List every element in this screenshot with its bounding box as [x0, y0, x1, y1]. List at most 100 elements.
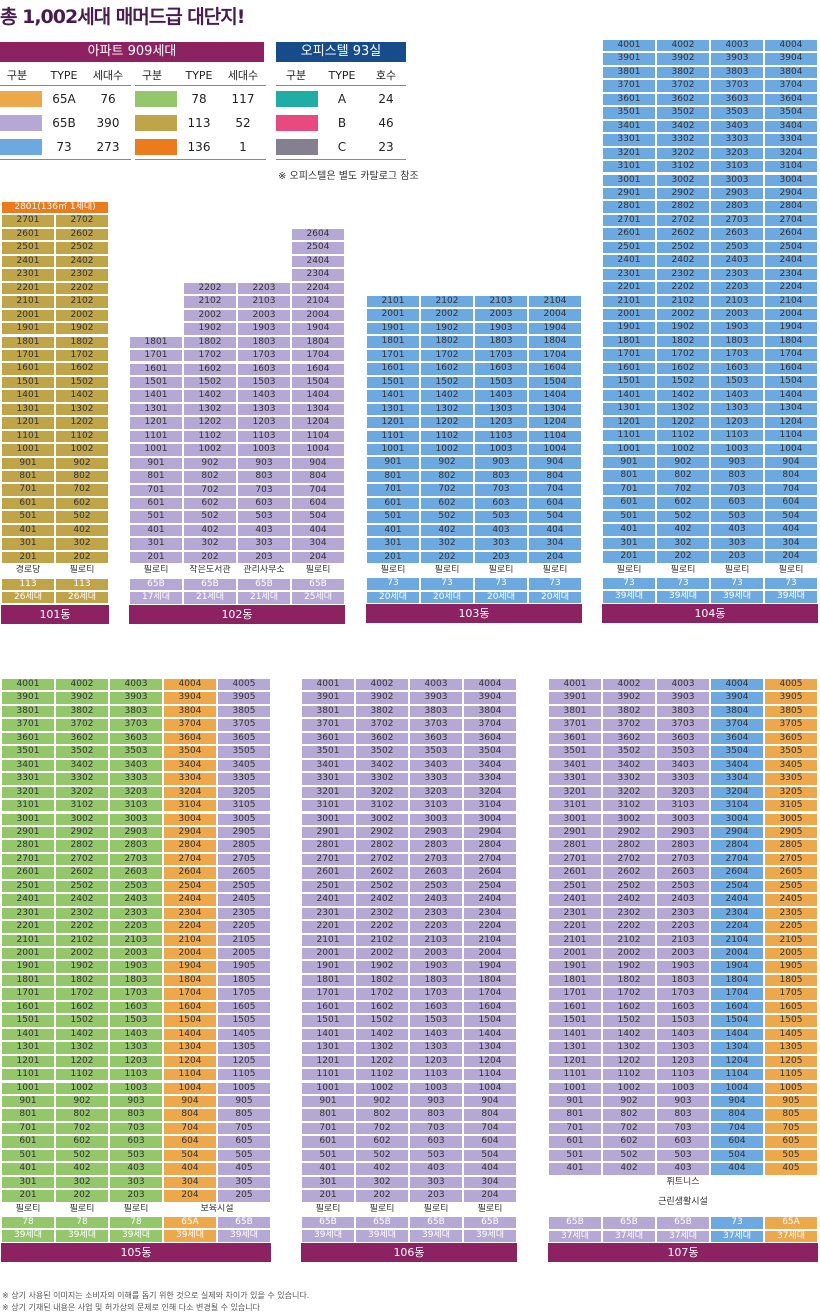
unit-cell: 801: [548, 1108, 602, 1122]
unit-cell: 1802: [55, 335, 109, 349]
unit-cell: 704: [528, 483, 582, 497]
unit-cell: 1705: [217, 987, 271, 1001]
unit-cell: 1604: [764, 361, 818, 376]
unit-cell: 3104: [710, 799, 764, 813]
unit-cell: 2105: [217, 933, 271, 947]
unit-cell: 1101: [1, 429, 55, 444]
unit-count: 37세대: [602, 1229, 656, 1243]
unit-cell: 1401: [1, 389, 55, 403]
unit-cell: 2504: [764, 240, 818, 255]
unit-cell: 2204: [291, 281, 345, 296]
unit-cell: 802: [183, 470, 237, 484]
unit-cell: 1804: [291, 335, 345, 350]
unit-cell: 2702: [656, 213, 710, 228]
unit-cell: 3402: [656, 119, 710, 134]
unit-cell: 1203: [109, 1054, 163, 1069]
unit-cell: 1004: [291, 443, 345, 457]
unit-cell: 602: [420, 496, 474, 511]
unit-cell: 1901: [602, 321, 656, 335]
unit-cell: 3103: [409, 799, 463, 813]
unit-cell: 1701: [1, 348, 55, 363]
unit-cell: 1903: [109, 960, 163, 974]
unit-cell: 2505: [217, 879, 271, 894]
unit-cell: 404: [710, 1162, 764, 1176]
unit-cell: 1204: [163, 1054, 217, 1069]
unit-cell: 603: [710, 496, 764, 510]
building-label: 106동: [301, 1242, 517, 1262]
unit-cell: 1401: [548, 1027, 602, 1042]
unit-cell: 1605: [764, 1000, 818, 1015]
unit-cell: 1704: [710, 987, 764, 1001]
unit-cell: 3803: [109, 704, 163, 719]
unit-count: 37세대: [710, 1229, 764, 1243]
unit-cell: 2403: [710, 254, 764, 268]
unit-cell: 3601: [602, 92, 656, 107]
unit-cell: 1802: [183, 335, 237, 350]
unit-cell: 501: [1, 510, 55, 524]
unit-cell: 2102: [656, 294, 710, 308]
unit-cell: 3505: [764, 745, 818, 759]
unit-cell: 2002: [355, 947, 409, 961]
unit-cell: 302: [55, 537, 109, 551]
unit-cell: 3904: [710, 691, 764, 705]
unit-cell: 3901: [602, 52, 656, 66]
unit-cell: 2201: [1, 920, 55, 934]
unit-cell: 3605: [764, 731, 818, 746]
unit-cell: 3703: [656, 718, 710, 732]
unit-cell: 1405: [764, 1027, 818, 1042]
unit-cell: 601: [129, 497, 183, 511]
unit-cell: 1903: [237, 322, 291, 336]
unit-cell: 3203: [656, 785, 710, 800]
unit-cell: 2001: [1, 947, 55, 961]
unit-cell: 3603: [710, 92, 764, 107]
unit-cell: 602: [55, 496, 109, 511]
facility-retail: 근린생활시설: [548, 1189, 818, 1217]
unit-cell: 1102: [420, 429, 474, 443]
unit-cell: 1402: [420, 389, 474, 403]
unit-cell: 1204: [764, 415, 818, 430]
unit-cell: 1203: [710, 415, 764, 430]
unit-cell: 1303: [474, 402, 528, 417]
unit-cell: 1203: [656, 1054, 710, 1069]
unit-cell: 801: [301, 1108, 355, 1122]
unit-cell: 604: [764, 496, 818, 510]
unit-cell: 2304: [710, 906, 764, 921]
unit-cell: 303: [409, 1175, 463, 1190]
unit-cell: 2302: [355, 906, 409, 921]
unit-cell: 2501: [1, 241, 55, 255]
unit-cell: 1603: [237, 362, 291, 376]
unit-cell: 901: [366, 456, 420, 470]
unit-cell: 2701: [548, 852, 602, 867]
unit-cell: 601: [366, 496, 420, 511]
unit-type: 65B: [355, 1216, 409, 1230]
unit-cell: 1702: [55, 348, 109, 363]
unit-cell: 2301: [1, 906, 55, 921]
unit-cell: 2203: [409, 920, 463, 934]
unit-cell: 2502: [55, 879, 109, 894]
unit-cell: 204: [764, 550, 818, 564]
legend-row-A: A 24: [276, 88, 406, 110]
unit-cell: 1003: [710, 442, 764, 456]
unit-cell: 2905: [764, 825, 818, 840]
unit-cell: 3404: [764, 119, 818, 134]
unit-cell: 1502: [55, 375, 109, 390]
unit-cell: 2503: [710, 240, 764, 255]
facility-fitness: 휘트니스: [548, 1175, 818, 1190]
unit-cell: 905: [764, 1094, 818, 1109]
unit-cell: 3402: [355, 758, 409, 773]
unit-cell: 2803: [109, 839, 163, 853]
unit-cell: 2705: [764, 852, 818, 867]
unit-cell: 1202: [602, 1054, 656, 1069]
unit-count: 21세대: [237, 591, 291, 605]
unit-count: 37세대: [548, 1229, 602, 1243]
unit-cell: 2301: [301, 906, 355, 921]
unit-cell: 3101: [602, 160, 656, 174]
unit-cell: 1703: [474, 348, 528, 363]
unit-cell: 3401: [301, 758, 355, 773]
unit-cell: 1001: [1, 443, 55, 457]
unit-cell: 603: [474, 496, 528, 511]
unit-cell: 1201: [129, 416, 183, 430]
unit-count: 21세대: [183, 591, 237, 605]
unit-cell: 3403: [710, 119, 764, 134]
unit-cell: 2702: [55, 852, 109, 867]
